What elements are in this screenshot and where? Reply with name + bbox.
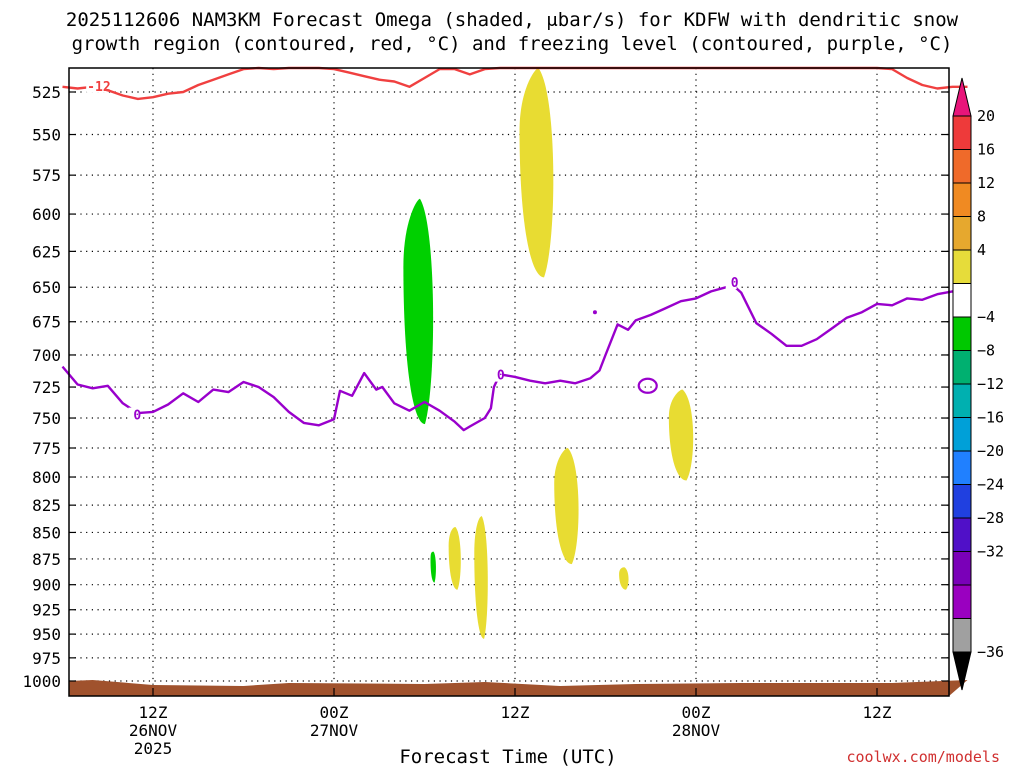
- contour-label-bg: [491, 367, 503, 382]
- chart-title-line-1: 2025112606 NAM3KM Forecast Omega (shaded…: [66, 9, 959, 31]
- omega-shading: [403, 68, 694, 639]
- omega-region-6: [448, 527, 461, 590]
- contour-label-bg: [725, 274, 737, 289]
- omega-region-2: [519, 68, 554, 278]
- colorbar-label: −8: [977, 342, 995, 360]
- colorbar-swatch: [952, 450, 972, 485]
- colorbar-swatch: [952, 115, 972, 150]
- ground-fill: [69, 680, 968, 696]
- colorbar-swatch: [952, 216, 972, 251]
- colorbar-label: 4: [977, 241, 986, 259]
- plot-frame: [68, 67, 950, 697]
- colorbar-swatch: [952, 517, 972, 552]
- colorbar-swatch: [952, 584, 972, 619]
- colorbar-swatch: [952, 618, 972, 653]
- y-tick-label: 975: [32, 649, 61, 668]
- omega-region-7: [619, 567, 629, 590]
- gridlines: [69, 68, 949, 696]
- x-tick-label: 2025: [134, 739, 173, 758]
- y-tick-label: 600: [32, 205, 61, 224]
- freezing-contour-label: 0: [497, 369, 505, 384]
- colorbar-swatch: [952, 182, 972, 217]
- ground-layer: [69, 680, 968, 696]
- colorbar-bottom-arrow: [952, 651, 972, 691]
- colorbar-label: 16: [977, 141, 995, 159]
- y-tick-label: 925: [32, 601, 61, 620]
- colorbar-label: 8: [977, 208, 986, 226]
- y-tick-label: 750: [32, 409, 61, 428]
- omega-region-4: [554, 448, 579, 565]
- x-tick-label: 00Z: [682, 703, 711, 722]
- x-tick-label: 00Z: [320, 703, 349, 722]
- y-tick-label: 725: [32, 378, 61, 397]
- pressure-axis: 525 550 575 600 625 650 675 700 725 750 775 800 825 8…: [22, 83, 949, 691]
- colorbar-swatch: [952, 149, 972, 184]
- freezing-level-dot: [592, 310, 597, 315]
- x-tick-label: 26NOV: [129, 721, 178, 740]
- omega-region-5: [474, 516, 488, 639]
- freezing-contour-label: 0: [133, 409, 141, 424]
- y-tick-label: 575: [32, 166, 61, 185]
- contour-label-bg: [128, 407, 140, 422]
- colorbar-swatch: [952, 249, 972, 284]
- colorbar-label: −12: [977, 375, 1004, 393]
- plot-border: [68, 67, 950, 697]
- chart-title-line-2: growth region (contoured, red, °C) and f…: [72, 33, 953, 55]
- y-tick-label: 900: [32, 576, 61, 595]
- y-tick-label: 550: [32, 126, 61, 145]
- colorbar-swatch: [952, 283, 972, 318]
- colorbar-label: −4: [977, 308, 995, 326]
- colorbar-swatch: [952, 551, 972, 586]
- omega-region-1: [403, 198, 434, 425]
- colorbar-label: −16: [977, 409, 1004, 427]
- x-tick-label: 12Z: [501, 703, 530, 722]
- plot-background: [69, 68, 949, 696]
- site-credit: coolwx.com/models: [846, 748, 1000, 766]
- y-tick-label: 525: [32, 83, 61, 102]
- colorbar-swatch: [952, 383, 972, 418]
- colorbar-label: −28: [977, 509, 1004, 527]
- colorbar-top-arrow: [952, 77, 972, 117]
- freezing-contour-label: 0: [731, 276, 739, 291]
- colorbar-swatch: [952, 484, 972, 519]
- colorbar-label: −36: [977, 643, 1004, 661]
- y-tick-label: 825: [32, 496, 61, 515]
- x-tick-label: 28NOV: [672, 721, 721, 740]
- omega-region-8: [430, 551, 436, 583]
- colorbar-swatch: [952, 417, 972, 452]
- y-tick-label: 650: [32, 278, 61, 297]
- colorbar-label: −24: [977, 476, 1004, 494]
- x-tick-label: 27NOV: [310, 721, 359, 740]
- y-tick-label: 1000: [22, 672, 61, 691]
- omega-region-3: [668, 389, 694, 481]
- y-tick-label: 850: [32, 523, 61, 542]
- y-tick-label: 700: [32, 346, 61, 365]
- y-tick-label: 675: [32, 313, 61, 332]
- y-tick-label: 800: [32, 468, 61, 487]
- colorbar-swatch: [952, 316, 972, 351]
- plot-area: [69, 68, 949, 696]
- colorbar-label: 12: [977, 174, 995, 192]
- x-tick-label: 12Z: [863, 703, 892, 722]
- x-tick-label: 12Z: [139, 703, 168, 722]
- y-tick-label: 950: [32, 625, 61, 644]
- freezing-level-loop: [637, 377, 658, 394]
- contour-label-bg: [86, 78, 107, 93]
- colorbar-swatch: [952, 350, 972, 385]
- y-tick-label: 775: [32, 439, 61, 458]
- dendritic-contour-label: -12: [87, 80, 110, 95]
- colorbar-label: 20: [977, 107, 995, 125]
- colorbar-label: −20: [977, 442, 1004, 460]
- colorbar-label: −32: [977, 543, 1004, 561]
- y-tick-label: 875: [32, 550, 61, 569]
- x-axis-title: Forecast Time (UTC): [399, 746, 616, 768]
- colorbar: 20 16 12 8 4 −4 −8 −12 −16 −20 −24 −28 −32 −36: [952, 77, 1004, 691]
- y-tick-label: 625: [32, 242, 61, 261]
